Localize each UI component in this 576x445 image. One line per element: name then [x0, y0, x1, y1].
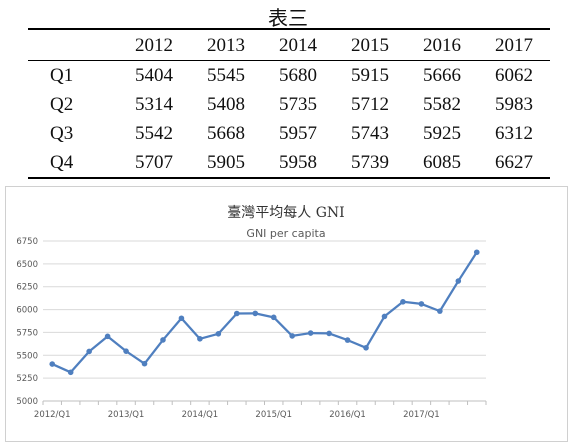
table-cell: 5545	[207, 65, 245, 86]
y-tick-label: 6500	[16, 260, 38, 270]
data-point	[234, 310, 240, 317]
data-point	[289, 333, 295, 339]
row-header: Q3	[50, 123, 74, 144]
data-point	[178, 315, 185, 322]
table-row: Q4 5707 5905 5958 5739 6085 6627	[28, 148, 550, 179]
data-point	[344, 337, 351, 343]
table-row: Q3 5542 5668 5957 5743 5925 6312	[28, 119, 550, 148]
table-cell: 5735	[279, 94, 317, 115]
table-cell: 5542	[135, 123, 173, 144]
data-point	[418, 301, 425, 307]
data-point	[270, 314, 277, 321]
chart-subtitle: GNI per capita	[246, 227, 325, 240]
table-cell: 5983	[495, 94, 533, 115]
table-cell: 5743	[351, 123, 389, 144]
column-header: 2014	[262, 28, 334, 61]
x-tick-label: 2015/Q1	[255, 410, 292, 420]
y-tick-label: 5750	[16, 328, 38, 338]
table-cell: 5666	[423, 65, 461, 86]
data-point	[123, 348, 129, 354]
column-header: 2017	[478, 28, 550, 61]
data-point	[160, 337, 166, 343]
x-tick-label: 2012/Q1	[34, 410, 71, 420]
x-tick-label: 2017/Q1	[403, 410, 440, 420]
table-cell: 5408	[207, 94, 245, 115]
gni-line-chart: 臺灣平均每人 GNI GNI per capita 5000 5250 5500 57…	[16, 205, 487, 420]
series-line	[51, 251, 478, 374]
table-cell: 5668	[207, 123, 245, 144]
data-point	[400, 299, 406, 305]
y-tick-label: 5250	[16, 374, 38, 384]
table-corner-cell	[28, 28, 118, 61]
chart-frame: 臺灣平均每人 GNI GNI per capita 5000 5250 5500 57…	[5, 186, 568, 442]
data-point	[381, 313, 388, 320]
data-point	[437, 308, 443, 314]
table-title: 表三	[268, 6, 308, 30]
row-header: Q1	[50, 65, 74, 86]
table-cell: 5957	[279, 123, 317, 144]
row-header: Q2	[50, 94, 74, 115]
data-point	[363, 344, 369, 351]
y-tick-label: 5500	[16, 351, 38, 361]
chart-title: 臺灣平均每人 GNI	[227, 205, 344, 221]
data-point	[141, 360, 148, 367]
y-tick-label: 6250	[16, 283, 38, 293]
table-row: Q1 5404 5545 5680 5915 5666 6062	[28, 61, 550, 91]
table-cell: 6085	[406, 148, 478, 179]
table-cell: 5680	[279, 65, 317, 86]
data-point	[67, 369, 74, 376]
table-cell: 5582	[423, 94, 461, 115]
series-points	[49, 249, 480, 376]
data-point	[473, 249, 480, 256]
table-row: Q2 5314 5408 5735 5712 5582 5983	[28, 90, 550, 119]
table-cell: 6062	[495, 65, 533, 86]
table-cell: 6312	[495, 123, 533, 144]
data-point	[197, 336, 203, 342]
gni-table: 2012 2013 2014 2015 2016 2017 Q1 5404 55…	[28, 28, 550, 179]
table-header-row: 2012 2013 2014 2015 2016 2017	[28, 28, 550, 61]
y-tick-label: 6000	[16, 306, 38, 316]
table-cell: 5707	[118, 148, 190, 179]
series-line-group	[51, 251, 478, 374]
data-point	[326, 330, 332, 337]
data-point	[104, 333, 111, 340]
data-point	[252, 310, 259, 317]
column-header: 2016	[406, 28, 478, 61]
x-tick-labels: 2012/Q1 2013/Q1 2014/Q1 2015/Q1 2016/Q1 2017/…	[34, 410, 440, 420]
column-header: 2013	[190, 28, 262, 61]
table-cell: 5739	[334, 148, 406, 179]
y-tick-labels: 5000 5250 5500 5750 6000 6250 6500 6750	[16, 237, 38, 407]
table-cell: 5712	[351, 94, 389, 115]
y-tick-label: 6750	[16, 237, 38, 247]
table-cell: 5958	[262, 148, 334, 179]
data-point	[49, 361, 56, 367]
table-cell: 5404	[135, 65, 173, 86]
column-header: 2012	[118, 28, 190, 61]
table-cell: 5314	[135, 94, 173, 115]
table-cell: 5925	[423, 123, 461, 144]
row-header: Q4	[28, 148, 118, 179]
x-tick-label: 2016/Q1	[329, 410, 366, 420]
table-cell: 5915	[351, 65, 389, 86]
y-tick-label: 5000	[16, 397, 38, 407]
data-point	[215, 331, 222, 337]
x-tick-label: 2014/Q1	[182, 410, 219, 420]
table-cell: 6627	[478, 148, 550, 179]
gridlines	[42, 240, 487, 405]
column-header: 2015	[334, 28, 406, 61]
data-point	[307, 330, 314, 336]
table-cell: 5905	[190, 148, 262, 179]
data-point	[455, 278, 462, 284]
data-point	[86, 348, 92, 355]
x-tick-label: 2013/Q1	[108, 410, 145, 420]
